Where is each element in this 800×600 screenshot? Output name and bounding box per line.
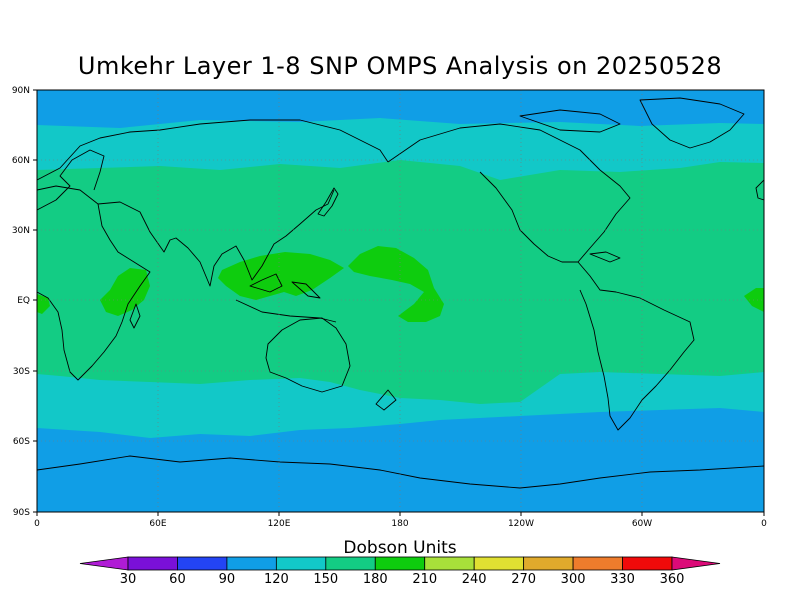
colorbar-label: 30 xyxy=(120,572,137,587)
lat-label-30s: 30S xyxy=(13,367,30,377)
lon-label-0-left: 0 xyxy=(34,519,40,529)
lon-label-0-right: 0 xyxy=(761,519,767,529)
colorbar-swatch xyxy=(325,556,376,571)
colorbar-swatch xyxy=(622,556,673,571)
lat-label-60s: 60S xyxy=(13,437,30,447)
colorbar-label: 270 xyxy=(511,572,536,587)
colorbar-label: 90 xyxy=(219,572,236,587)
lat-label-90n: 90N xyxy=(12,86,30,96)
colorbar-label: 360 xyxy=(660,572,685,587)
colorbar-swatch xyxy=(424,556,475,571)
colorbar-swatch xyxy=(226,556,277,571)
lat-label-30n: 30N xyxy=(12,226,30,236)
colorbar-swatch xyxy=(473,556,525,571)
colorbar-label: 60 xyxy=(169,572,186,587)
colorbar-title: Dobson Units xyxy=(343,538,456,558)
colorbar-swatch xyxy=(275,556,327,571)
ozone-band-180-pacific xyxy=(348,246,444,322)
lon-label-60w: 60W xyxy=(632,519,652,529)
colorbar-label: 240 xyxy=(462,572,487,587)
colorbar-swatch xyxy=(523,556,574,571)
colorbar-label: 210 xyxy=(412,572,437,587)
colorbar-label: 120 xyxy=(264,572,289,587)
colorbar-label: 180 xyxy=(363,572,388,587)
lat-label-60n: 60N xyxy=(12,156,30,166)
ozone-band-150 xyxy=(37,160,764,404)
colorbar-swatch xyxy=(177,556,228,571)
colorbar-label: 300 xyxy=(561,572,586,587)
colorbar-swatch xyxy=(374,556,426,571)
lon-label-60e: 60E xyxy=(149,519,166,529)
lat-label-eq: EQ xyxy=(17,296,30,306)
lon-label-120w: 120W xyxy=(508,519,534,529)
colorbar-swatch xyxy=(127,556,178,571)
colorbar-label: 150 xyxy=(313,572,338,587)
ozone-field xyxy=(37,90,764,512)
ozone-band-180-africa-west xyxy=(37,294,50,314)
ozone-band-180-indian xyxy=(100,268,150,316)
colorbar-label: 330 xyxy=(610,572,635,587)
colorbar-swatch xyxy=(572,556,623,571)
colorbar: 30 60 90 120 150 180 210 240 270 300 330 360 xyxy=(79,556,721,587)
lon-label-120e: 120E xyxy=(268,519,291,529)
ozone-band-180-maritime xyxy=(218,252,344,300)
colorbar-swatch-high xyxy=(671,556,721,571)
map-title: Umkehr Layer 1-8 SNP OMPS Analysis on 20… xyxy=(77,52,723,80)
lon-label-180: 180 xyxy=(391,519,408,529)
colorbar-swatch-low xyxy=(79,556,129,571)
lat-label-90s: 90S xyxy=(13,508,30,518)
